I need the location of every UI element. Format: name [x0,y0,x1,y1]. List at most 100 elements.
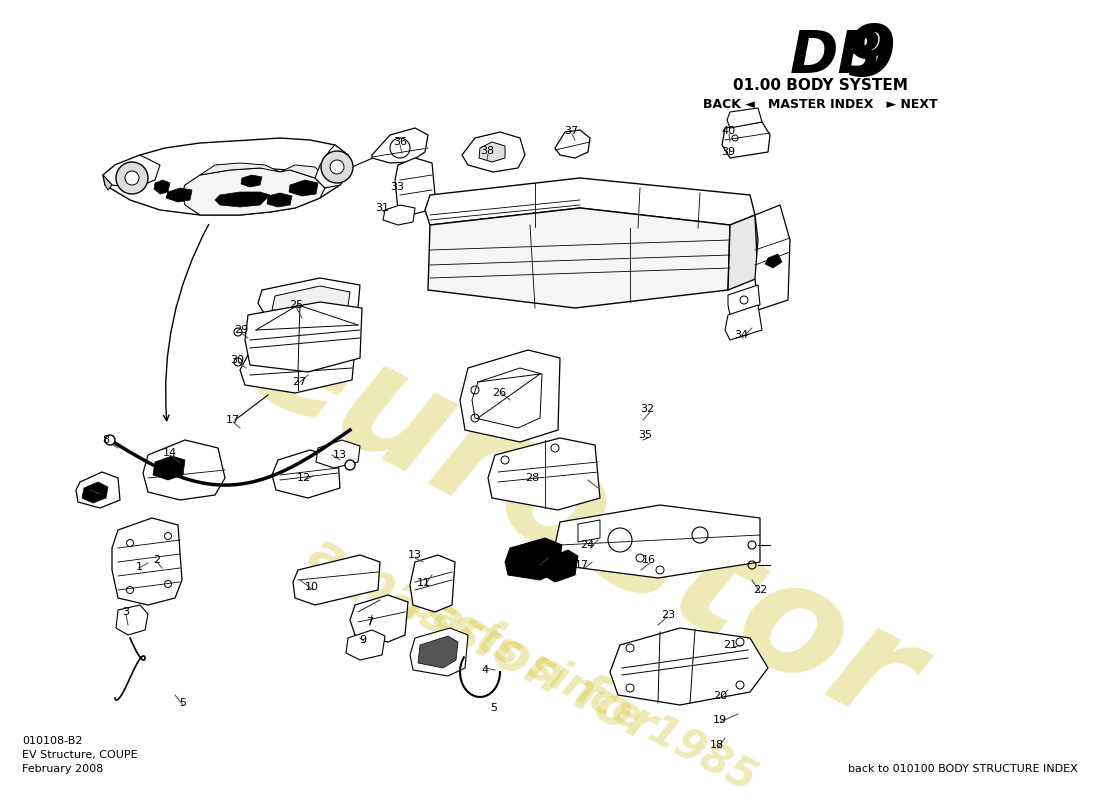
Text: 1: 1 [135,562,143,572]
Polygon shape [395,158,434,215]
Text: 5: 5 [491,703,497,713]
Text: 30: 30 [230,355,244,365]
Text: 2: 2 [153,555,161,565]
Text: 8: 8 [102,435,110,445]
Text: 17: 17 [226,415,240,425]
Text: DB: DB [790,28,883,85]
Polygon shape [182,168,324,215]
Text: 16: 16 [642,555,656,565]
Polygon shape [372,128,428,163]
Text: 38: 38 [480,146,494,156]
Text: 37: 37 [564,126,579,136]
Circle shape [125,171,139,185]
Polygon shape [280,165,324,178]
Polygon shape [153,456,185,480]
Polygon shape [725,305,762,340]
Polygon shape [82,482,108,503]
Polygon shape [764,254,782,268]
Polygon shape [272,286,350,314]
Text: 21: 21 [723,640,737,650]
Polygon shape [462,132,525,172]
Text: EV Structure, COUPE: EV Structure, COUPE [22,750,138,760]
Polygon shape [755,205,790,310]
Text: 31: 31 [375,203,389,213]
Polygon shape [116,605,148,635]
Polygon shape [245,302,362,372]
Text: back to 010100 BODY STRUCTURE INDEX: back to 010100 BODY STRUCTURE INDEX [848,764,1078,774]
Text: 39: 39 [720,147,735,157]
Text: 19: 19 [713,715,727,725]
Polygon shape [722,122,770,158]
Polygon shape [166,188,192,202]
Text: 010108-B2: 010108-B2 [22,736,82,746]
Text: 35: 35 [638,430,652,440]
Polygon shape [143,440,226,500]
Polygon shape [728,215,758,290]
Polygon shape [258,278,360,320]
Polygon shape [103,138,350,215]
Polygon shape [410,555,455,612]
Polygon shape [267,193,292,207]
Text: 23: 23 [661,610,675,620]
Polygon shape [418,636,458,668]
Polygon shape [240,340,355,393]
Text: eurostor: eurostor [220,282,940,758]
Text: 27: 27 [292,377,306,387]
Text: 33: 33 [390,182,404,192]
Circle shape [330,160,344,174]
Polygon shape [289,180,318,196]
Text: 5: 5 [179,698,187,708]
Text: BACK ◄   MASTER INDEX   ► NEXT: BACK ◄ MASTER INDEX ► NEXT [703,98,937,111]
Polygon shape [346,630,385,660]
Polygon shape [214,192,270,207]
Text: 7: 7 [366,617,374,627]
Polygon shape [76,472,120,508]
Polygon shape [556,130,590,158]
Polygon shape [610,628,768,705]
Polygon shape [544,550,578,582]
Polygon shape [272,450,340,498]
Text: a passion for: a passion for [300,526,664,754]
Polygon shape [505,538,562,580]
Text: 25: 25 [289,300,304,310]
Polygon shape [460,350,560,442]
Polygon shape [103,155,160,188]
Polygon shape [578,520,600,542]
Polygon shape [103,175,112,190]
Text: 6: 6 [87,485,94,495]
Text: 20: 20 [713,691,727,701]
Polygon shape [154,180,170,194]
Text: February 2008: February 2008 [22,764,103,774]
Text: 40: 40 [720,126,735,136]
Text: 17: 17 [575,560,590,570]
Circle shape [104,435,116,445]
Polygon shape [350,595,408,642]
Text: 18: 18 [710,740,724,750]
Polygon shape [488,438,600,510]
Text: 32: 32 [640,404,654,414]
Text: 13: 13 [333,450,346,460]
Text: 15: 15 [534,560,547,570]
Circle shape [321,151,353,183]
Text: 9: 9 [845,22,895,91]
Polygon shape [241,175,262,187]
Polygon shape [200,163,280,175]
Text: 22: 22 [752,585,767,595]
Text: parts since 1985: parts since 1985 [400,580,763,800]
Polygon shape [478,142,505,162]
Polygon shape [316,440,360,468]
Text: 29: 29 [234,325,249,335]
Text: 01.00 BODY SYSTEM: 01.00 BODY SYSTEM [733,78,908,93]
Text: 26: 26 [492,388,506,398]
Text: 4: 4 [482,665,488,675]
Text: 3: 3 [122,607,130,617]
Polygon shape [315,145,350,188]
Polygon shape [472,368,542,428]
Text: 14: 14 [163,448,177,458]
Polygon shape [410,628,468,676]
Polygon shape [112,518,182,605]
Text: 10: 10 [305,582,319,592]
Polygon shape [425,178,755,225]
Polygon shape [293,555,380,605]
Text: 36: 36 [393,137,407,147]
